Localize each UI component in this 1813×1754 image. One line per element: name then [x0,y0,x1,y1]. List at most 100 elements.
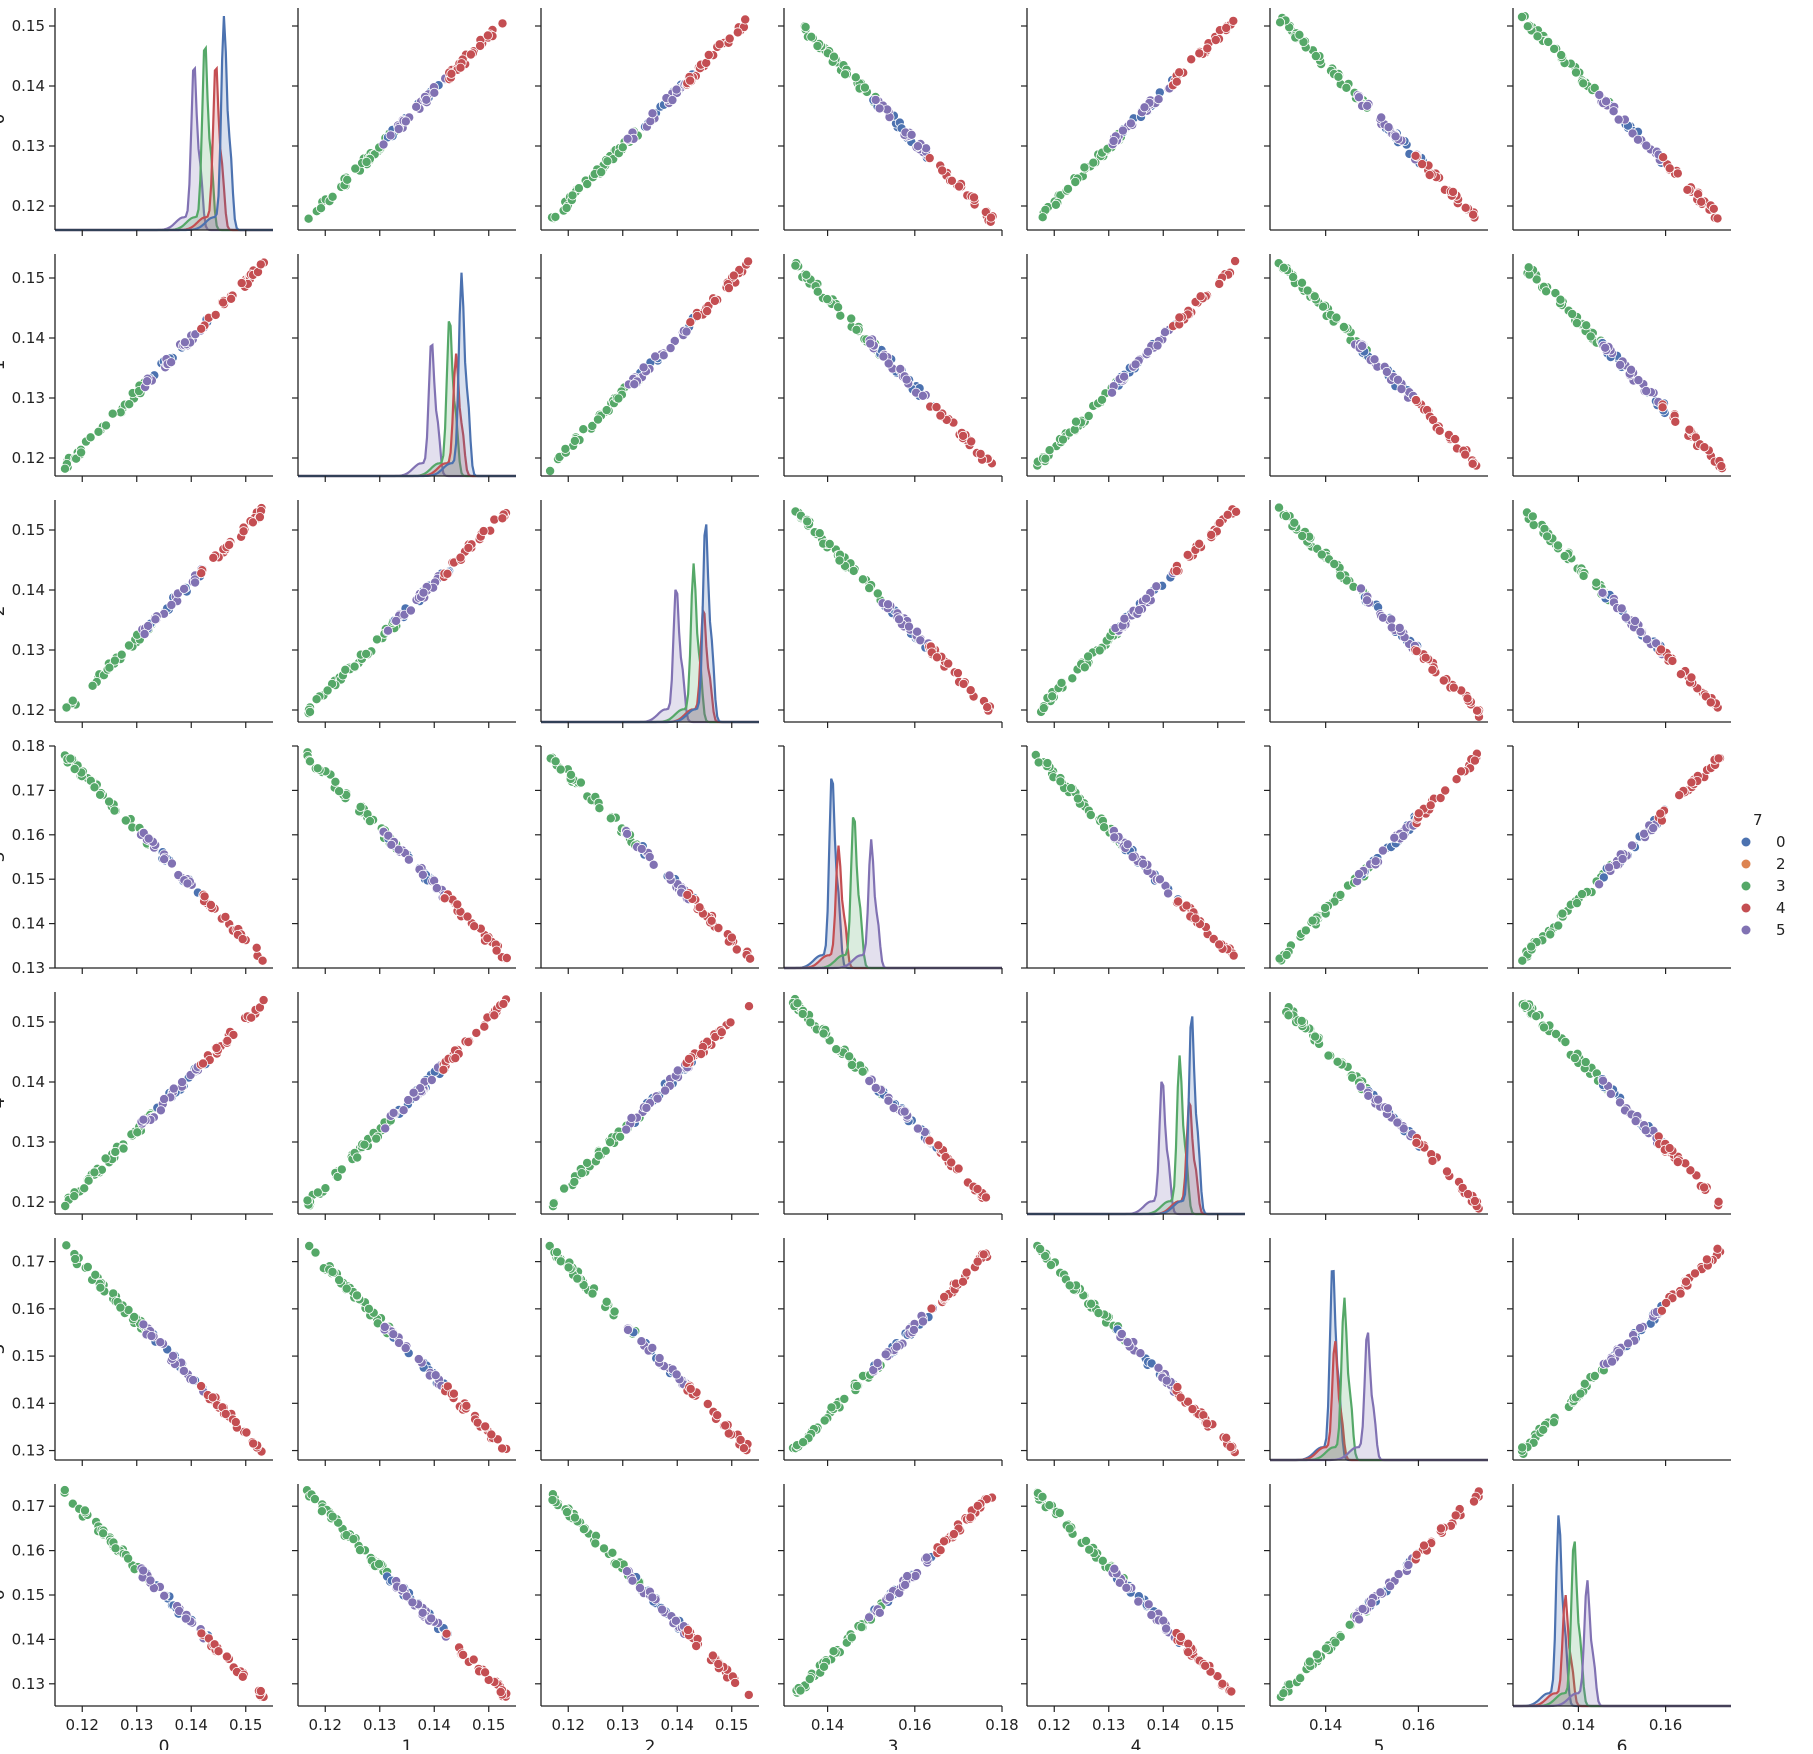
point-5 [921,143,932,154]
y-tick-label: 0.14 [12,77,45,95]
point-4 [1675,1288,1686,1299]
y-tick-label: 0.15 [12,521,45,539]
point-5 [138,1565,149,1576]
point-3 [567,190,578,201]
point-4 [1225,1442,1236,1453]
point-4 [1217,1678,1228,1689]
point-3 [61,1240,72,1251]
x-tick-label: 0.18 [985,1716,1018,1734]
point-4 [1410,150,1421,161]
point-3 [1055,776,1066,787]
point-5 [1615,359,1626,370]
panel-r6-c6: 0.14 0.16 6 [1507,1484,1731,1754]
point-3 [1042,758,1053,769]
point-4 [1175,1631,1186,1642]
point-4 [696,1049,707,1060]
point-5 [1640,1125,1651,1136]
point-4 [1202,43,1213,54]
point-4 [255,259,266,270]
y-tick-label: 0.13 [12,1675,45,1693]
kde-line-4 [1270,1341,1488,1462]
point-4 [238,526,249,537]
point-3 [864,583,875,594]
point-5 [1139,102,1150,113]
point-4 [924,153,935,164]
point-5 [901,374,912,385]
point-4 [1690,1268,1701,1279]
panel-r2-c4 [1021,500,1245,728]
point-5 [1154,874,1165,885]
y-tick-label: 0.13 [12,137,45,155]
point-5 [1389,832,1400,843]
point-5 [388,1329,399,1340]
point-5 [895,363,906,374]
point-4 [450,1053,461,1064]
panel-r0-c5 [1264,8,1488,236]
point-5 [899,1106,910,1117]
point-5 [159,854,170,865]
point-3 [1093,1308,1104,1319]
point-4 [468,1654,479,1665]
point-3 [1278,262,1289,273]
panel-r0-c6 [1507,8,1731,236]
point-3 [348,1534,359,1545]
point-5 [1152,340,1163,351]
point-5 [418,587,429,598]
legend: 70 2 3 4 5 [1741,811,1786,939]
point-4 [205,900,216,911]
point-3 [98,1528,109,1539]
point-3 [824,539,835,550]
point-5 [1641,140,1652,151]
kde-fill-5 [1270,1332,1488,1460]
panel-r0-c4 [1021,8,1245,236]
point-3 [60,1201,71,1212]
point-5 [652,1093,663,1104]
point-3 [1066,783,1077,794]
kde-fill-3 [1027,1055,1245,1214]
x-tick-label: 0.13 [606,1716,639,1734]
point-3 [569,435,580,446]
y-tick-label: 0.16 [12,1300,45,1318]
point-5 [1633,134,1644,145]
point-3 [550,211,561,222]
point-5 [1119,371,1130,382]
point-5 [1141,593,1152,604]
point-4 [965,1512,976,1523]
point-4 [222,1035,233,1046]
point-4 [1434,425,1445,436]
kde-fill-3 [55,48,273,230]
point-3 [1572,898,1583,909]
point-5 [918,1316,929,1327]
legend-marker-2 [1741,859,1751,869]
legend-marker-0 [1741,837,1751,847]
point-5 [400,1343,411,1354]
kde-line-4 [1513,1594,1731,1708]
point-3 [859,82,870,93]
point-5 [430,1370,441,1381]
y-tick-label: 0.12 [12,449,45,467]
point-5 [391,615,402,626]
point-5 [1598,1075,1609,1086]
point-3 [1296,1015,1307,1026]
point-5 [672,1065,683,1076]
point-3 [839,1393,850,1404]
point-4 [726,932,737,943]
point-3 [1333,71,1344,82]
point-5 [1608,106,1619,117]
kde-fill-0 [541,524,759,722]
point-3 [1054,1508,1065,1519]
point-4 [489,514,500,525]
point-3 [359,1139,370,1150]
point-3 [545,465,556,476]
panel-r6-c5: 0.14 0.16 5 [1264,1484,1488,1754]
point-3 [364,816,375,827]
point-4 [1462,693,1473,704]
point-4 [254,512,265,523]
point-5 [1108,135,1119,146]
point-4 [1656,644,1667,655]
point-5 [910,1571,921,1582]
point-4 [1194,538,1205,549]
y-tick-label: 0.13 [12,959,45,977]
point-3 [1035,1244,1046,1255]
kde-line-0 [298,272,516,478]
